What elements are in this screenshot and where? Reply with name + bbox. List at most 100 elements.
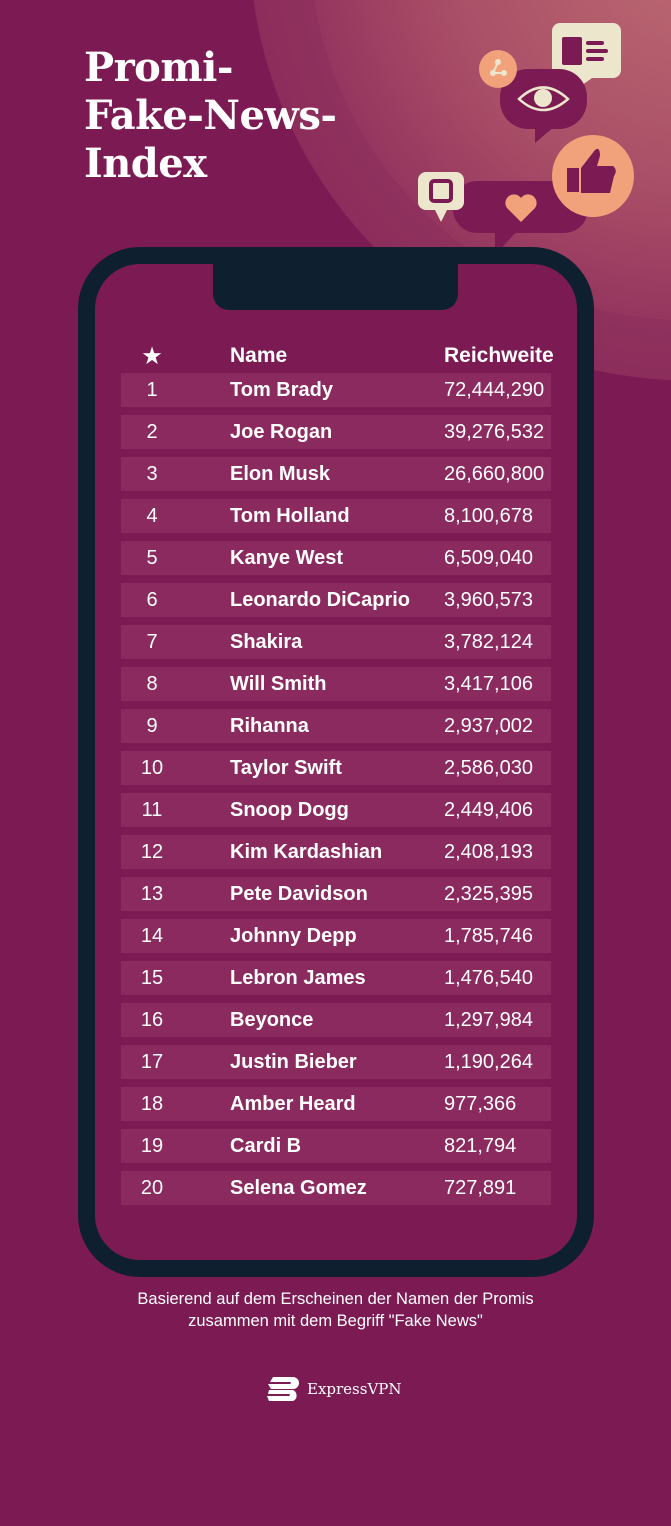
rank: 19 (140, 1135, 164, 1157)
celebrity-name: Taylor Swift (230, 757, 342, 779)
celebrity-name: Joe Rogan (230, 421, 333, 443)
rank: 8 (146, 673, 158, 695)
reach-value: 727,891 (444, 1177, 517, 1199)
celebrity-name: Tom Holland (230, 505, 350, 527)
phone-frame: ★ Name Reichweite 1 Tom Brady 72,444,290 2 J… (78, 247, 594, 1277)
table-row: 9 Rihanna 2,937,002 (121, 709, 551, 743)
rank: 2 (146, 421, 158, 443)
repost-bubble-icon (418, 172, 464, 222)
rank: 3 (146, 463, 158, 485)
expressvpn-logo: ExpressVPN (265, 1376, 402, 1402)
page-title: Promi- Fake-News- Index (84, 44, 337, 188)
table-row: 1 Tom Brady 72,444,290 (121, 373, 551, 407)
table-row: 6 Leonardo DiCaprio 3,960,573 (121, 583, 551, 617)
celebrity-name: Amber Heard (230, 1093, 356, 1115)
celebrity-name: Will Smith (230, 673, 327, 695)
rank: 1 (146, 379, 158, 401)
table-row: 3 Elon Musk 26,660,800 (121, 457, 551, 491)
header-name: Name (230, 344, 288, 367)
reach-value: 6,509,040 (444, 547, 533, 569)
table-row: 19 Cardi B 821,794 (121, 1129, 551, 1163)
reach-value: 1,190,264 (444, 1051, 533, 1073)
celebrity-name: Elon Musk (230, 463, 331, 485)
table-row: 7 Shakira 3,782,124 (121, 625, 551, 659)
rank: 18 (140, 1093, 164, 1115)
table-row: 13 Pete Davidson 2,325,395 (121, 877, 551, 911)
reach-value: 1,476,540 (444, 967, 533, 989)
table-row: 17 Justin Bieber 1,190,264 (121, 1045, 551, 1079)
title-line: Promi- (84, 44, 233, 91)
expressvpn-logo-icon (267, 1377, 299, 1401)
rank: 15 (140, 967, 164, 989)
table-row: 8 Will Smith 3,417,106 (121, 667, 551, 701)
reach-value: 3,417,106 (444, 673, 533, 695)
reach-value: 39,276,532 (444, 421, 545, 443)
rank: 12 (140, 841, 164, 863)
celebrity-name: Shakira (230, 631, 303, 653)
footnote: Basierend auf dem Erscheinen der Namen d… (0, 1288, 671, 1332)
reach-value: 3,960,573 (444, 589, 533, 611)
rank: 16 (140, 1009, 164, 1031)
celebrity-name: Tom Brady (230, 379, 333, 401)
reach-value: 26,660,800 (444, 463, 545, 485)
celebrity-name: Justin Bieber (230, 1051, 357, 1073)
celebrity-name: Cardi B (230, 1135, 302, 1157)
rank: 9 (146, 715, 158, 737)
footnote-line: zusammen mit dem Begriff "Fake News" (188, 1312, 483, 1330)
reach-value: 2,586,030 (444, 757, 533, 779)
reach-value: 2,408,193 (444, 841, 533, 863)
table-row: 2 Joe Rogan 39,276,532 (121, 415, 551, 449)
celebrity-name: Pete Davidson (230, 883, 368, 905)
rank: 6 (146, 589, 158, 611)
rank: 17 (140, 1051, 164, 1073)
reach-value: 8,100,678 (444, 505, 533, 527)
celebrity-name: Johnny Depp (230, 925, 357, 947)
rank: 14 (140, 925, 164, 947)
reach-value: 2,325,395 (444, 883, 533, 905)
table-row: 15 Lebron James 1,476,540 (121, 961, 551, 995)
header-reach: Reichweite (444, 344, 554, 367)
phone-notch (213, 264, 458, 310)
reach-value: 1,785,746 (444, 925, 533, 947)
celebrity-name: Rihanna (230, 715, 309, 737)
footnote-line: Basierend auf dem Erscheinen der Namen d… (137, 1290, 534, 1308)
reach-value: 821,794 (444, 1135, 517, 1157)
thumbs-up-icon (552, 135, 634, 217)
table-row: 16 Beyonce 1,297,984 (121, 1003, 551, 1037)
rank: 5 (146, 547, 158, 569)
reach-value: 3,782,124 (444, 631, 533, 653)
celebrity-name: Kanye West (230, 547, 344, 569)
reach-value: 977,366 (444, 1093, 517, 1115)
rank: 11 (141, 799, 163, 821)
celebrity-name: Leonardo DiCaprio (230, 589, 411, 611)
social-icons-illustration (418, 23, 634, 255)
share-icon (479, 50, 517, 88)
rank: 20 (140, 1177, 164, 1199)
celebrity-name: Kim Kardashian (230, 841, 383, 863)
eye-bubble-icon (500, 69, 587, 143)
table-row: 18 Amber Heard 977,366 (121, 1087, 551, 1121)
table-row: 20 Selena Gomez 727,891 (121, 1171, 551, 1205)
table-row: 12 Kim Kardashian 2,408,193 (121, 835, 551, 869)
brand-name: ExpressVPN (307, 1380, 402, 1398)
rank: 10 (140, 757, 164, 779)
reach-value: 72,444,290 (444, 379, 545, 401)
celebrity-name: Lebron James (230, 967, 366, 989)
star-icon: ★ (142, 345, 162, 368)
rank: 13 (140, 883, 164, 905)
table-row: 4 Tom Holland 8,100,678 (121, 499, 551, 533)
reach-value: 2,937,002 (444, 715, 533, 737)
table-header: ★ Name Reichweite (121, 344, 554, 378)
reach-value: 1,297,984 (444, 1009, 533, 1031)
table-row: 14 Johnny Depp 1,785,746 (121, 919, 551, 953)
rank: 7 (146, 631, 158, 653)
celebrity-name: Selena Gomez (230, 1177, 367, 1199)
reach-value: 2,449,406 (444, 799, 533, 821)
table-row: 10 Taylor Swift 2,586,030 (121, 751, 551, 785)
title-line: Fake-News- (84, 92, 337, 139)
rank: 4 (146, 505, 158, 527)
table-row: 11 Snoop Dogg 2,449,406 (121, 793, 551, 827)
title-line: Index (84, 140, 207, 187)
celebrity-name: Beyonce (230, 1009, 314, 1031)
table-row: 5 Kanye West 6,509,040 (121, 541, 551, 575)
